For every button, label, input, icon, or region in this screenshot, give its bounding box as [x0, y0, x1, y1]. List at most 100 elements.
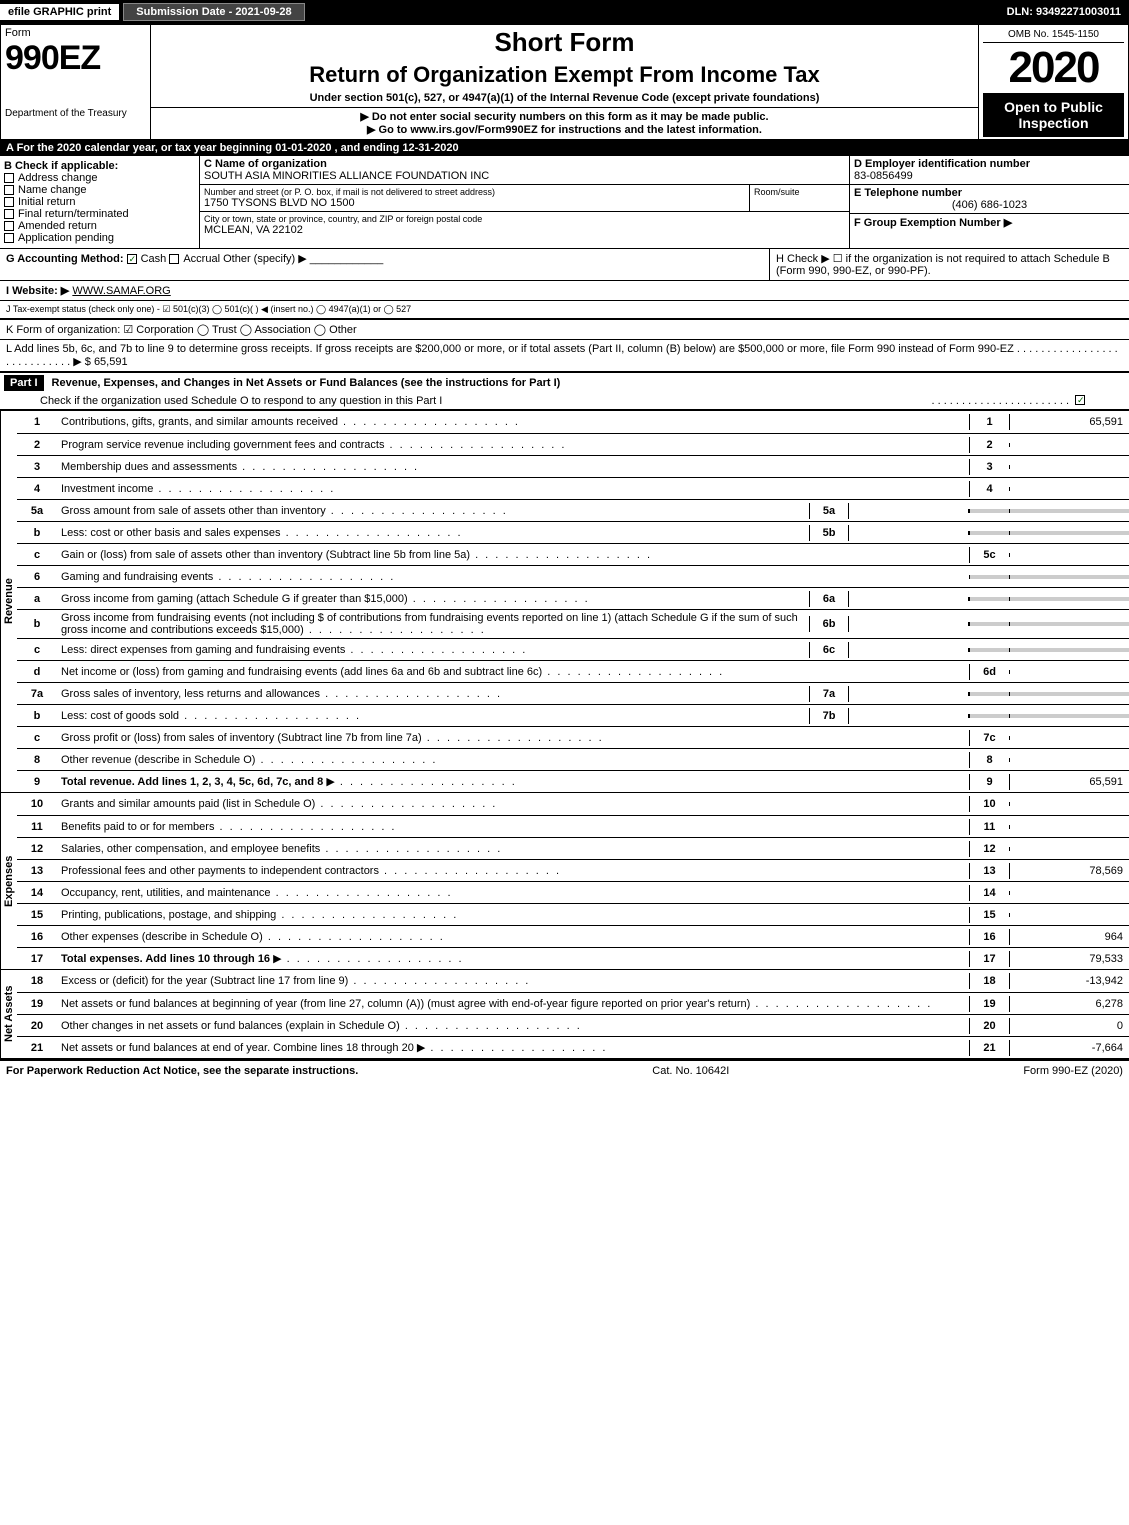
- line-desc: Less: cost of goods sold: [57, 708, 809, 724]
- line-right-num: 10: [969, 796, 1009, 812]
- line-mid-val[interactable]: [849, 714, 969, 718]
- line-mid-num: 6b: [809, 616, 849, 632]
- line-right-num: 8: [969, 752, 1009, 768]
- org-name: SOUTH ASIA MINORITIES ALLIANCE FOUNDATIO…: [204, 170, 845, 182]
- line-num: 15: [17, 907, 57, 923]
- line-18: 18Excess or (deficit) for the year (Subt…: [17, 970, 1129, 992]
- line-mid-val[interactable]: [849, 622, 969, 626]
- line-right-num: 13: [969, 863, 1009, 879]
- check-address-change[interactable]: Address change: [4, 172, 195, 184]
- line-val: [1009, 891, 1129, 895]
- line-num: 18: [17, 973, 57, 989]
- line-val: [1009, 802, 1129, 806]
- line-num: b: [17, 616, 57, 632]
- line-val: 6,278: [1009, 996, 1129, 1012]
- goto-link[interactable]: ▶ Go to www.irs.gov/Form990EZ for instru…: [155, 123, 974, 136]
- line-num: b: [17, 708, 57, 724]
- street-label: Number and street (or P. O. box, if mail…: [204, 187, 745, 197]
- footer-right: Form 990-EZ (2020): [1023, 1065, 1123, 1077]
- line-num: c: [17, 730, 57, 746]
- line-val: [1009, 847, 1129, 851]
- line-15: 15Printing, publications, postage, and s…: [17, 903, 1129, 925]
- section-e-label: E Telephone number: [854, 187, 1125, 199]
- line-20: 20Other changes in net assets or fund ba…: [17, 1014, 1129, 1036]
- line-desc: Contributions, gifts, grants, and simila…: [57, 414, 969, 430]
- line-num: 16: [17, 929, 57, 945]
- line-mid-num: 6a: [809, 591, 849, 607]
- line-desc: Total expenses. Add lines 10 through 16 …: [57, 950, 969, 967]
- line-desc: Gross income from fundraising events (no…: [57, 610, 809, 638]
- part-i-label: Part I: [4, 375, 44, 391]
- line-val: 78,569: [1009, 863, 1129, 879]
- line-num: 14: [17, 885, 57, 901]
- line-mid-val[interactable]: [849, 692, 969, 696]
- line-num: 13: [17, 863, 57, 879]
- efile-label[interactable]: efile GRAPHIC print: [0, 4, 119, 20]
- line-val: 65,591: [1009, 414, 1129, 430]
- check-schedule-o[interactable]: [1075, 395, 1085, 405]
- line-c: cLess: direct expenses from gaming and f…: [17, 638, 1129, 660]
- line-mid-val[interactable]: [849, 531, 969, 535]
- line-num: d: [17, 664, 57, 680]
- section-g-label: G Accounting Method:: [6, 253, 124, 265]
- line-mid-num: 5b: [809, 525, 849, 541]
- line-desc: Printing, publications, postage, and shi…: [57, 907, 969, 923]
- check-amended-return[interactable]: Amended return: [4, 220, 195, 232]
- line-desc: Occupancy, rent, utilities, and maintena…: [57, 885, 969, 901]
- city-label: City or town, state or province, country…: [204, 214, 845, 224]
- line-right-num: [969, 575, 1009, 579]
- street-address: 1750 TYSONS BLVD NO 1500: [204, 197, 745, 209]
- form-word: Form: [5, 27, 146, 39]
- line-c: cGain or (loss) from sale of assets othe…: [17, 543, 1129, 565]
- check-cash[interactable]: [127, 254, 137, 264]
- line-a: aGross income from gaming (attach Schedu…: [17, 587, 1129, 609]
- line-val: [1009, 913, 1129, 917]
- line-desc: Program service revenue including govern…: [57, 437, 969, 453]
- line-mid-val[interactable]: [849, 597, 969, 601]
- ein: 83-0856499: [854, 170, 1125, 182]
- line-right-num: [969, 648, 1009, 652]
- line-num: 21: [17, 1040, 57, 1056]
- line-17: 17Total expenses. Add lines 10 through 1…: [17, 947, 1129, 969]
- telephone: (406) 686-1023: [854, 199, 1125, 211]
- line-mid-val[interactable]: [849, 509, 969, 513]
- line-desc: Salaries, other compensation, and employ…: [57, 841, 969, 857]
- line-desc: Gross sales of inventory, less returns a…: [57, 686, 809, 702]
- line-val: 964: [1009, 929, 1129, 945]
- line-num: 10: [17, 796, 57, 812]
- line-val: [1009, 736, 1129, 740]
- line-desc: Gaming and fundraising events: [57, 569, 969, 585]
- line-right-num: [969, 692, 1009, 696]
- line-b: bLess: cost or other basis and sales exp…: [17, 521, 1129, 543]
- check-initial-return[interactable]: Initial return: [4, 196, 195, 208]
- line-5a: 5aGross amount from sale of assets other…: [17, 499, 1129, 521]
- tax-year: 2020: [983, 43, 1124, 93]
- line-desc: Total revenue. Add lines 1, 2, 3, 4, 5c,…: [57, 773, 969, 790]
- check-name-change[interactable]: Name change: [4, 184, 195, 196]
- line-6: 6Gaming and fundraising events: [17, 565, 1129, 587]
- line-desc: Benefits paid to or for members: [57, 819, 969, 835]
- line-right-num: [969, 531, 1009, 535]
- line-val: [1009, 758, 1129, 762]
- check-accrual[interactable]: [169, 254, 179, 264]
- check-final-return[interactable]: Final return/terminated: [4, 208, 195, 220]
- section-j: J Tax-exempt status (check only one) - ☑…: [0, 300, 1129, 318]
- revenue-vert-label: Revenue: [0, 411, 17, 792]
- line-desc: Net income or (loss) from gaming and fun…: [57, 664, 969, 680]
- website[interactable]: WWW.SAMAF.ORG: [72, 285, 170, 297]
- line-num: 8: [17, 752, 57, 768]
- line-val: [1009, 531, 1129, 535]
- line-mid-num: 7a: [809, 686, 849, 702]
- line-num: 5a: [17, 503, 57, 519]
- line-12: 12Salaries, other compensation, and empl…: [17, 837, 1129, 859]
- expenses-section: Expenses 10Grants and similar amounts pa…: [0, 792, 1129, 969]
- check-application-pending[interactable]: Application pending: [4, 232, 195, 244]
- line-mid-num: 7b: [809, 708, 849, 724]
- line-right-num: 1: [969, 414, 1009, 430]
- line-desc: Net assets or fund balances at beginning…: [57, 996, 969, 1012]
- section-a: A For the 2020 calendar year, or tax yea…: [0, 140, 1129, 156]
- line-right-num: 11: [969, 819, 1009, 835]
- line-3: 3Membership dues and assessments3: [17, 455, 1129, 477]
- line-mid-val[interactable]: [849, 648, 969, 652]
- line-right-num: 21: [969, 1040, 1009, 1056]
